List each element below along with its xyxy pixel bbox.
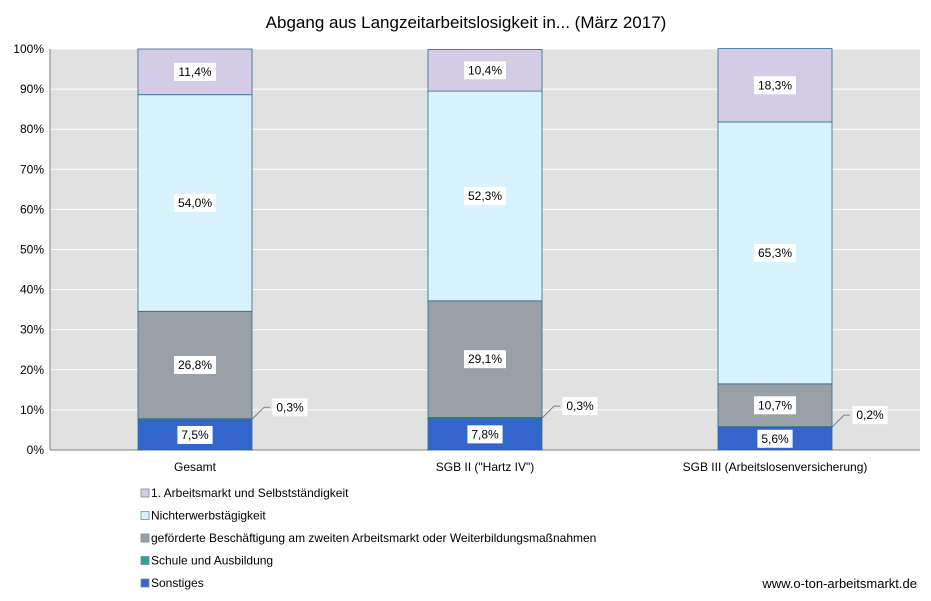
y-tick-label: 40%: [20, 283, 44, 297]
legend-label: geförderte Beschäftigung am zweiten Arbe…: [151, 531, 596, 545]
data-label: 7,8%: [467, 425, 503, 444]
data-label: 0,3%: [272, 398, 308, 417]
y-tick-label: 80%: [20, 122, 44, 136]
x-tick-label: Gesamt: [174, 460, 217, 474]
svg-text:0,2%: 0,2%: [856, 408, 884, 422]
svg-text:18,3%: 18,3%: [758, 78, 792, 92]
leader-line: [251, 406, 265, 420]
data-label: 11,4%: [174, 62, 216, 81]
svg-text:7,8%: 7,8%: [471, 427, 499, 441]
x-tick-label: SGB III (Arbeitslosenversicherung): [683, 460, 868, 474]
svg-text:11,4%: 11,4%: [178, 65, 211, 79]
legend-swatch: [140, 511, 150, 520]
chart-title: Abgang aus Langzeitarbeitslosigkeit in..…: [266, 13, 667, 32]
svg-text:0,3%: 0,3%: [276, 400, 304, 414]
y-tick-label: 100%: [13, 42, 44, 56]
x-tick-label: SGB II ("Hartz IV"): [436, 460, 535, 474]
legend-swatch: [140, 488, 150, 498]
data-label: 10,7%: [754, 396, 796, 415]
y-tick-label: 50%: [20, 243, 44, 257]
svg-text:0,3%: 0,3%: [566, 399, 594, 413]
leader-line: [541, 405, 555, 419]
data-label: 10,4%: [464, 61, 506, 80]
svg-text:10,4%: 10,4%: [468, 63, 502, 77]
source-footer: www.o-ton-arbeitsmarkt.de: [762, 576, 917, 591]
svg-text:26,8%: 26,8%: [178, 358, 212, 372]
data-label: 65,3%: [754, 243, 796, 262]
svg-text:52,3%: 52,3%: [468, 189, 502, 203]
y-tick-label: 0%: [27, 443, 45, 457]
svg-text:5,6%: 5,6%: [761, 432, 789, 446]
leader-line: [831, 414, 845, 428]
svg-text:29,1%: 29,1%: [468, 352, 502, 366]
bar-segment: [137, 310, 253, 420]
legend-label: Sonstiges: [151, 576, 204, 590]
data-label: 5,6%: [757, 429, 793, 448]
data-label: 18,3%: [754, 76, 796, 95]
svg-text:10,7%: 10,7%: [758, 398, 792, 412]
svg-text:7,5%: 7,5%: [181, 428, 209, 442]
data-label: 54,0%: [174, 193, 216, 212]
svg-text:54,0%: 54,0%: [178, 196, 212, 210]
legend-label: Schule und Ausbildung: [151, 554, 273, 568]
data-label: 29,1%: [464, 350, 506, 369]
data-label: 0,3%: [562, 397, 598, 416]
legend-item: Schule und Ausbildung: [140, 554, 273, 568]
y-tick-label: 70%: [20, 162, 44, 176]
legend-swatch: [140, 533, 150, 543]
legend-item: geförderte Beschäftigung am zweiten Arbe…: [140, 531, 596, 545]
y-tick-label: 20%: [20, 363, 44, 377]
data-label: 0,2%: [852, 406, 888, 425]
legend-swatch: [140, 556, 150, 565]
y-tick-label: 30%: [20, 323, 44, 337]
y-tick-label: 60%: [20, 202, 44, 216]
data-label: 52,3%: [464, 186, 506, 205]
legend-label: 1. Arbeitsmarkt und Selbstständigkeit: [151, 486, 349, 500]
legend-item: Sonstiges: [140, 576, 204, 590]
y-tick-label: 10%: [20, 403, 44, 417]
data-label: 7,5%: [177, 425, 213, 444]
data-label: 26,8%: [174, 355, 216, 374]
legend-label: Nichterwerbstägigkeit: [151, 509, 266, 523]
svg-text:65,3%: 65,3%: [758, 246, 792, 260]
y-tick-label: 90%: [20, 82, 44, 96]
legend-swatch: [140, 578, 150, 588]
legend-item: 1. Arbeitsmarkt und Selbstständigkeit: [140, 486, 349, 500]
legend-item: Nichterwerbstägigkeit: [140, 509, 266, 523]
